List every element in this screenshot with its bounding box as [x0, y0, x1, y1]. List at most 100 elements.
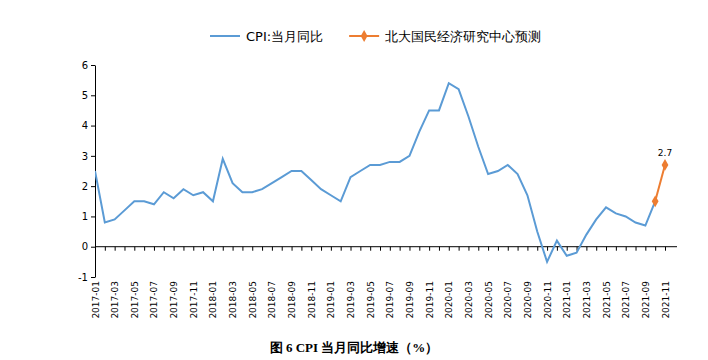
- x-tick-mark: [331, 247, 332, 251]
- chart-title: 图 6 CPI 当月同比增速（%）: [270, 340, 439, 355]
- x-tick-label: 2018-07: [267, 281, 277, 319]
- x-axis: 2017-01 2017-03 2017-05 2017-07 2017-09 2017-…: [91, 247, 678, 319]
- x-tick-mark: [124, 247, 125, 251]
- x-tick: 2018-07: [267, 247, 277, 319]
- y-tick-mark: [91, 186, 95, 187]
- x-tick: 2018-01: [208, 247, 218, 319]
- x-tick: 2020-11: [543, 247, 553, 319]
- legend-marker: [361, 30, 368, 42]
- x-tick-mark: [164, 247, 165, 251]
- x-tick: [478, 247, 479, 251]
- legend-item: 北大国民经济研究中心预测: [349, 29, 541, 44]
- x-tick-mark: [282, 247, 283, 251]
- y-tick-label: 5: [82, 90, 88, 101]
- x-tick-label: 2019-01: [326, 281, 336, 319]
- x-tick: [655, 247, 656, 251]
- x-tick-mark: [468, 247, 469, 251]
- x-tick: 2019-03: [346, 247, 356, 319]
- x-tick-label: 2017-11: [189, 281, 199, 319]
- x-tick-mark: [518, 247, 519, 251]
- y-tick-label: 0: [82, 241, 88, 252]
- x-tick: 2019-05: [366, 247, 376, 319]
- x-tick-mark: [409, 247, 410, 251]
- y-tick: 4: [82, 120, 95, 131]
- x-tick-mark: [400, 247, 401, 251]
- y-tick-mark: [91, 126, 95, 127]
- x-tick-label: 2021-09: [641, 281, 651, 319]
- y-tick: 2: [82, 181, 95, 192]
- legend-item: CPI:当月同比: [210, 29, 323, 44]
- x-axis-line: [95, 246, 677, 247]
- x-tick-mark: [449, 247, 450, 251]
- x-tick-mark: [459, 247, 460, 251]
- x-tick: 2021-09: [641, 247, 651, 319]
- x-tick: 2017-01: [91, 247, 101, 319]
- x-tick-mark: [665, 247, 666, 251]
- x-tick-label: 2017-03: [110, 281, 120, 319]
- x-tick-mark: [301, 247, 302, 251]
- x-tick-mark: [537, 247, 538, 251]
- data-label: 2.7: [658, 148, 672, 158]
- x-tick-mark: [174, 247, 175, 251]
- x-tick-mark: [105, 247, 106, 251]
- x-tick-label: 2019-09: [405, 281, 415, 319]
- x-tick: [105, 247, 106, 251]
- x-tick: 2020-07: [503, 247, 513, 319]
- x-tick-mark: [321, 247, 322, 251]
- y-tick-label: 2: [82, 181, 88, 192]
- x-tick: [400, 247, 401, 251]
- x-tick: 2018-11: [307, 247, 317, 319]
- x-tick: [301, 247, 302, 251]
- x-tick: [144, 247, 145, 251]
- x-tick-mark: [606, 247, 607, 251]
- x-tick-mark: [95, 247, 96, 251]
- x-tick-mark: [439, 247, 440, 251]
- x-tick-mark: [616, 247, 617, 251]
- x-tick-label: 2017-01: [91, 281, 101, 319]
- series-line: [95, 83, 655, 262]
- x-tick-label: 2020-09: [523, 281, 533, 319]
- x-tick-mark: [203, 247, 204, 251]
- y-tick-mark: [91, 156, 95, 157]
- x-tick: 2020-01: [444, 247, 454, 319]
- x-tick-label: 2018-01: [208, 281, 218, 319]
- x-tick-mark: [242, 247, 243, 251]
- x-tick-label: 2019-07: [385, 281, 395, 319]
- x-tick-label: 2021-01: [562, 281, 572, 319]
- x-tick-mark: [370, 247, 371, 251]
- x-tick-label: 2021-03: [582, 281, 592, 319]
- x-tick-mark: [183, 247, 184, 251]
- x-tick: [380, 247, 381, 251]
- x-tick-mark: [390, 247, 391, 251]
- x-tick: [498, 247, 499, 251]
- x-tick: 2017-07: [149, 247, 159, 319]
- x-tick: 2017-09: [169, 247, 179, 319]
- x-tick-mark: [645, 247, 646, 251]
- x-tick-mark: [360, 247, 361, 251]
- x-tick-label: 2020-11: [543, 281, 553, 319]
- x-tick: 2020-09: [523, 247, 533, 319]
- x-tick-label: 2018-09: [287, 281, 297, 319]
- legend-label: 北大国民经济研究中心预测: [385, 29, 541, 44]
- x-tick: [223, 247, 224, 251]
- x-tick-label: 2018-05: [248, 281, 258, 319]
- x-tick: [419, 247, 420, 251]
- x-tick-label: 2020-01: [444, 281, 454, 319]
- plot-area: [95, 83, 668, 262]
- x-tick-mark: [272, 247, 273, 251]
- x-tick: 2021-01: [562, 247, 572, 319]
- x-tick: 2020-03: [464, 247, 474, 319]
- x-tick: 2021-05: [602, 247, 612, 319]
- x-tick: [262, 247, 263, 251]
- x-tick-label: 2017-09: [169, 281, 179, 319]
- x-tick-label: 2017-05: [130, 281, 140, 319]
- x-tick: 2019-07: [385, 247, 395, 319]
- chart: -101234562017-012017-032017-052017-07201…: [0, 0, 708, 360]
- series-line: [655, 165, 665, 201]
- series-marker: [662, 159, 669, 171]
- x-tick: [537, 247, 538, 251]
- x-tick-mark: [636, 247, 637, 251]
- y-tick-label: 3: [82, 151, 88, 162]
- y-tick-label: -1: [78, 272, 88, 283]
- x-tick: 2018-03: [228, 247, 238, 319]
